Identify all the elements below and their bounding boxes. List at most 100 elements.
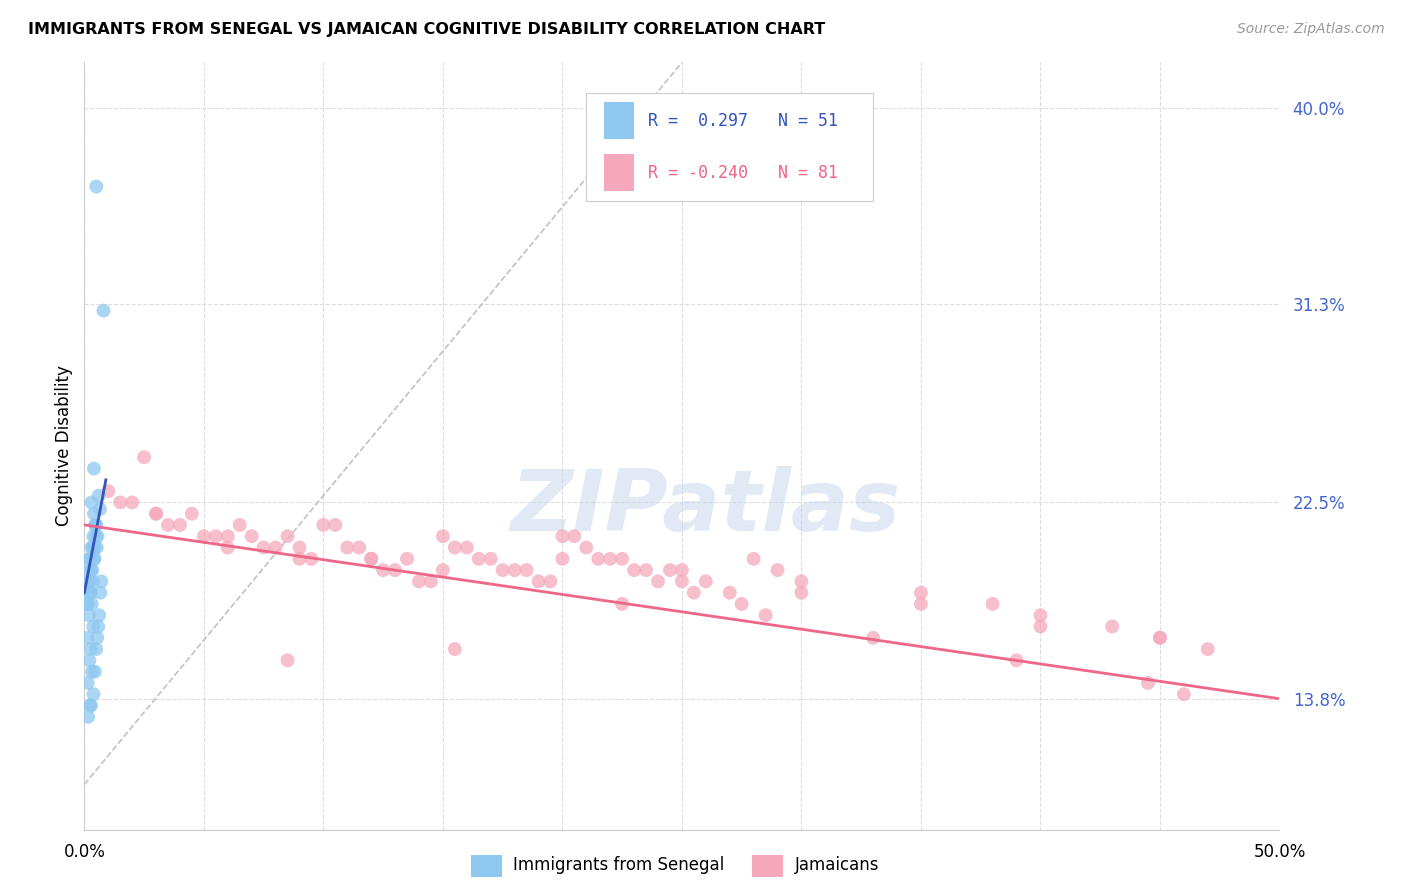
Point: [1029, 619, 1052, 633]
Point: [647, 574, 669, 589]
Point: [82, 619, 104, 633]
Point: [1149, 631, 1171, 645]
Point: [1149, 631, 1171, 645]
Text: R = -0.240   N = 81: R = -0.240 N = 81: [648, 164, 838, 182]
Point: [217, 541, 239, 555]
Point: [671, 574, 693, 589]
Point: [80, 541, 103, 555]
Point: [588, 551, 610, 566]
Point: [97, 484, 120, 499]
Point: [77, 563, 100, 577]
Point: [683, 585, 706, 599]
Point: [360, 551, 382, 566]
Point: [83, 665, 105, 679]
Point: [551, 529, 574, 543]
Point: [80, 698, 103, 713]
Point: [444, 541, 467, 555]
Point: [612, 551, 634, 566]
Point: [89, 608, 111, 623]
Point: [349, 541, 371, 555]
Text: Immigrants from Senegal: Immigrants from Senegal: [513, 856, 724, 874]
Point: [80, 585, 103, 599]
Point: [264, 541, 287, 555]
Point: [193, 529, 215, 543]
Point: [277, 529, 299, 543]
Point: [1005, 653, 1028, 667]
Point: [516, 563, 538, 577]
Point: [79, 585, 101, 599]
Point: [90, 574, 112, 589]
Point: [77, 597, 100, 611]
Point: [731, 597, 754, 611]
Point: [540, 574, 562, 589]
Point: [277, 653, 299, 667]
Point: [181, 507, 204, 521]
Point: [82, 687, 104, 701]
Point: [373, 563, 395, 577]
Point: [288, 541, 311, 555]
Point: [83, 551, 105, 566]
Point: [336, 541, 359, 555]
Point: [503, 563, 526, 577]
Point: [79, 551, 101, 566]
Point: [551, 551, 574, 566]
Point: [76, 676, 98, 690]
Point: [77, 710, 100, 724]
Point: [79, 698, 101, 713]
Point: [527, 574, 550, 589]
Text: Source: ZipAtlas.com: Source: ZipAtlas.com: [1237, 22, 1385, 37]
Point: [84, 642, 107, 657]
Point: [564, 529, 586, 543]
Point: [87, 619, 110, 633]
Point: [1197, 642, 1219, 657]
Point: [253, 541, 276, 555]
Point: [718, 585, 741, 599]
Point: [325, 518, 347, 533]
Y-axis label: Cognitive Disability: Cognitive Disability: [55, 366, 73, 526]
Point: [86, 541, 108, 555]
Point: [83, 461, 105, 475]
Point: [82, 541, 104, 555]
Point: [86, 518, 108, 533]
Point: [110, 495, 132, 509]
Point: [636, 563, 658, 577]
Point: [79, 653, 101, 667]
Point: [87, 489, 110, 503]
Point: [468, 551, 491, 566]
Point: [1029, 608, 1052, 623]
Point: [288, 551, 311, 566]
Point: [79, 642, 101, 657]
Text: ZIPatlas: ZIPatlas: [510, 466, 901, 549]
Point: [89, 585, 111, 599]
Point: [240, 529, 263, 543]
Text: R =  0.297   N = 51: R = 0.297 N = 51: [648, 112, 838, 129]
Point: [444, 642, 467, 657]
Point: [623, 563, 645, 577]
Point: [205, 529, 228, 543]
Point: [157, 518, 180, 533]
Point: [575, 541, 598, 555]
Point: [671, 563, 693, 577]
Point: [742, 551, 765, 566]
Point: [432, 563, 454, 577]
Point: [599, 551, 621, 566]
Point: [612, 597, 634, 611]
Point: [86, 631, 108, 645]
Point: [755, 608, 778, 623]
Point: [790, 574, 813, 589]
Point: [76, 597, 98, 611]
Point: [79, 574, 101, 589]
Point: [910, 585, 932, 599]
Point: [217, 529, 239, 543]
Point: [86, 179, 108, 194]
Text: IMMIGRANTS FROM SENEGAL VS JAMAICAN COGNITIVE DISABILITY CORRELATION CHART: IMMIGRANTS FROM SENEGAL VS JAMAICAN COGN…: [28, 22, 825, 37]
Point: [82, 574, 104, 589]
FancyBboxPatch shape: [605, 103, 634, 139]
Point: [80, 597, 103, 611]
Point: [659, 563, 682, 577]
Point: [86, 529, 108, 543]
Point: [396, 551, 419, 566]
Point: [1173, 687, 1195, 701]
Point: [695, 574, 717, 589]
Point: [77, 608, 100, 623]
